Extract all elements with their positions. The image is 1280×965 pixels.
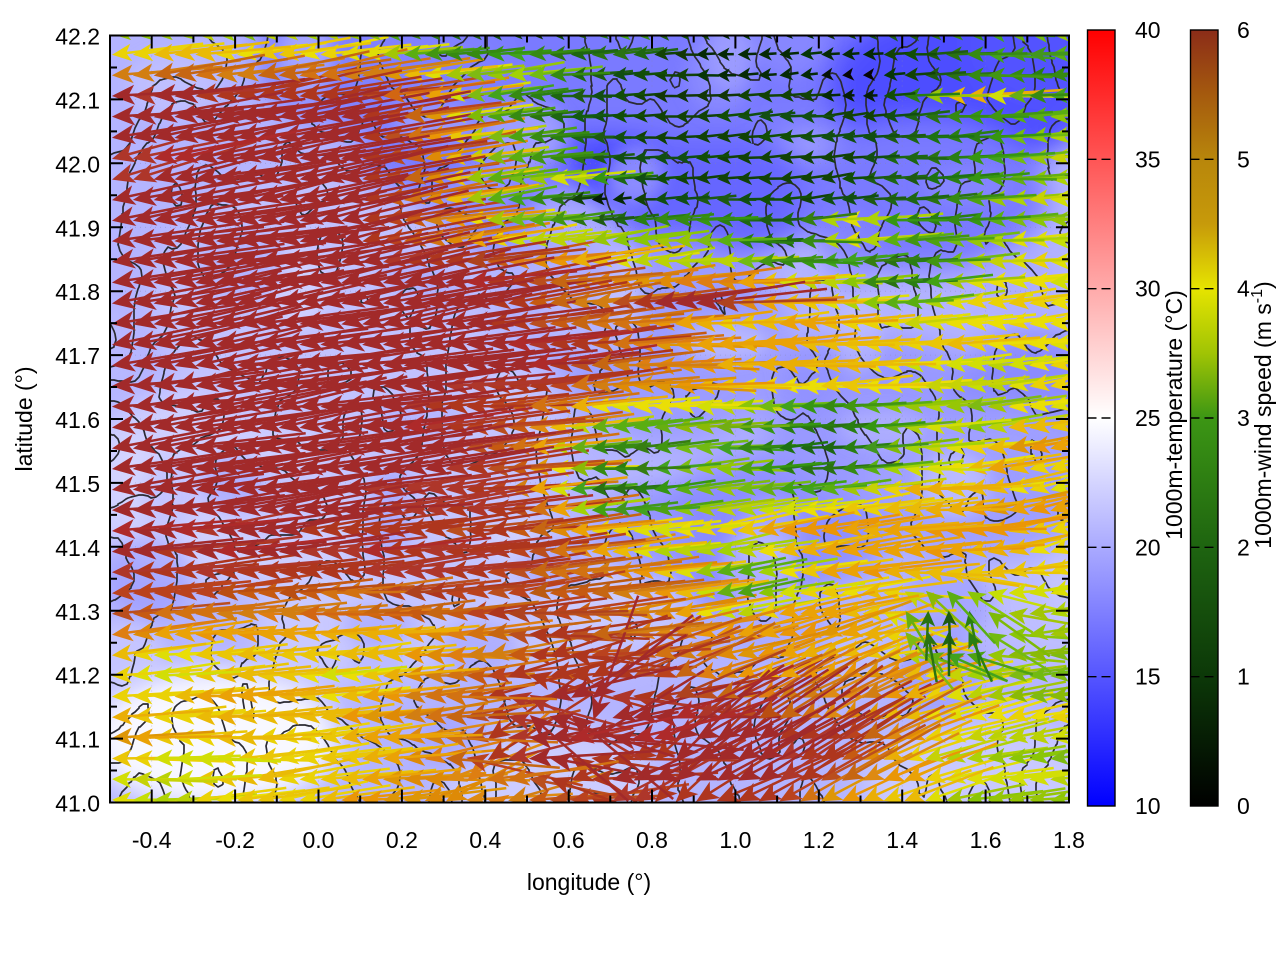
svg-text:42.1: 42.1	[55, 87, 100, 113]
svg-text:41.9: 41.9	[55, 215, 100, 241]
svg-text:0.8: 0.8	[636, 827, 668, 853]
svg-text:41.2: 41.2	[55, 663, 100, 689]
svg-text:0.6: 0.6	[553, 827, 585, 853]
svg-text:41.6: 41.6	[55, 407, 100, 433]
svg-text:41.0: 41.0	[55, 791, 100, 817]
svg-text:41.5: 41.5	[55, 471, 100, 497]
svg-text:longitude (°): longitude (°)	[527, 869, 651, 895]
svg-text:latitude (°): latitude (°)	[11, 366, 37, 471]
svg-text:20: 20	[1135, 534, 1161, 560]
svg-text:5: 5	[1237, 146, 1250, 172]
svg-text:0.2: 0.2	[386, 827, 418, 853]
svg-text:0: 0	[1237, 793, 1250, 819]
svg-text:41.8: 41.8	[55, 279, 100, 305]
svg-text:41.1: 41.1	[55, 727, 100, 753]
svg-text:1.2: 1.2	[803, 827, 835, 853]
svg-text:-0.2: -0.2	[215, 827, 255, 853]
svg-text:30: 30	[1135, 276, 1161, 302]
svg-text:1.0: 1.0	[719, 827, 751, 853]
svg-text:40: 40	[1135, 17, 1161, 43]
svg-text:0.4: 0.4	[469, 827, 501, 853]
svg-text:6: 6	[1237, 17, 1250, 43]
svg-text:41.7: 41.7	[55, 343, 100, 369]
svg-text:35: 35	[1135, 146, 1161, 172]
svg-text:3: 3	[1237, 405, 1250, 431]
svg-text:1.6: 1.6	[970, 827, 1002, 853]
svg-text:15: 15	[1135, 664, 1161, 690]
svg-text:42.0: 42.0	[55, 151, 100, 177]
svg-text:2: 2	[1237, 534, 1250, 560]
svg-text:1.4: 1.4	[886, 827, 918, 853]
svg-text:4: 4	[1237, 276, 1250, 302]
svg-text:42.2: 42.2	[55, 24, 100, 50]
svg-text:1.8: 1.8	[1053, 827, 1085, 853]
svg-text:41.3: 41.3	[55, 599, 100, 625]
svg-text:1000m-temperature (°C): 1000m-temperature (°C)	[1161, 290, 1187, 540]
svg-text:25: 25	[1135, 405, 1161, 431]
svg-text:10: 10	[1135, 793, 1161, 819]
svg-text:0.0: 0.0	[303, 827, 335, 853]
svg-text:1000m-wind speed (m s-1): 1000m-wind speed (m s-1)	[1249, 281, 1276, 548]
svg-text:-0.4: -0.4	[132, 827, 172, 853]
svg-text:41.4: 41.4	[55, 535, 100, 561]
svg-text:1: 1	[1237, 664, 1250, 690]
